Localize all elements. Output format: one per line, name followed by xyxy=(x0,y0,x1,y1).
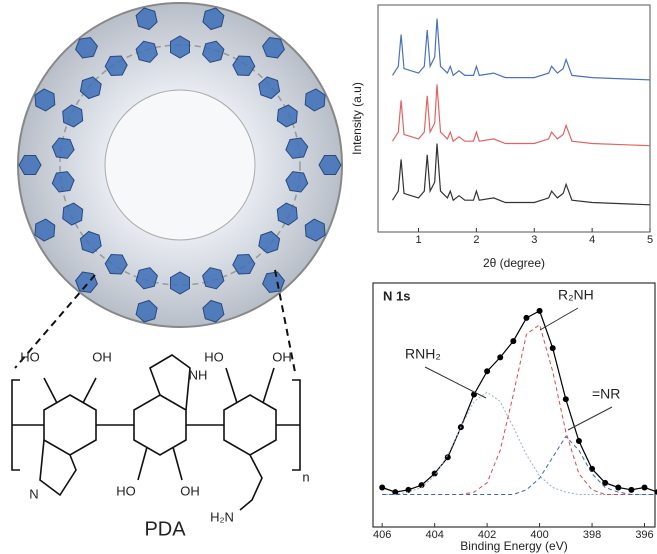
data-point xyxy=(523,314,530,321)
x-tick-label: 406 xyxy=(373,529,391,541)
x-tick-label: 5 xyxy=(647,234,653,246)
data-point xyxy=(536,307,543,314)
metal-cluster xyxy=(304,88,326,112)
peak-label: =NR xyxy=(592,386,620,402)
data-point xyxy=(510,338,517,345)
metal-cluster xyxy=(79,230,102,254)
metal-cluster xyxy=(285,137,309,159)
data-point xyxy=(444,454,451,461)
series-line xyxy=(391,143,651,206)
metal-cluster xyxy=(202,40,225,63)
metal-cluster xyxy=(318,155,342,175)
metal-cluster xyxy=(135,7,158,31)
metal-cluster xyxy=(62,202,84,226)
x-tick-label: 4 xyxy=(589,234,595,246)
metal-cluster xyxy=(34,218,56,242)
series-line xyxy=(382,310,657,493)
x-tick-label: 2 xyxy=(473,234,479,246)
metal-cluster xyxy=(202,299,225,323)
metal-cluster xyxy=(18,155,42,175)
metal-cluster xyxy=(170,271,190,295)
x-tick-label: 402 xyxy=(478,529,496,541)
series-line xyxy=(391,84,651,147)
atom-label: n xyxy=(302,469,309,484)
metal-cluster xyxy=(34,88,56,112)
zoom-lines xyxy=(14,269,296,373)
metal-cluster xyxy=(276,104,298,128)
metal-cluster xyxy=(51,137,75,159)
atom-label: NH xyxy=(189,367,208,382)
series-line xyxy=(391,18,651,81)
data-point xyxy=(628,486,635,493)
atom-label: OH xyxy=(180,483,200,498)
data-point xyxy=(484,368,491,375)
atom-label: OH xyxy=(272,349,292,364)
leader-line xyxy=(424,366,487,399)
data-point xyxy=(497,354,504,361)
metal-cluster xyxy=(285,171,309,193)
peak-label: R₂NH xyxy=(558,287,594,303)
peak-label: RNH₂ xyxy=(405,346,441,362)
x-tick-label: 396 xyxy=(635,529,653,541)
data-point xyxy=(602,479,609,486)
metal-cluster xyxy=(202,267,225,290)
leader-line xyxy=(539,307,579,331)
metal-cluster xyxy=(304,218,326,242)
metal-cluster xyxy=(135,299,158,323)
data-point xyxy=(379,484,386,491)
atom-label: OH xyxy=(92,349,112,364)
data-point xyxy=(615,484,622,491)
data-point xyxy=(575,438,582,445)
y-axis-label: Intensity (a.u) xyxy=(350,82,364,155)
metal-cluster xyxy=(202,7,225,31)
atom-label: N xyxy=(29,486,38,501)
pda-structure xyxy=(11,354,301,511)
data-point xyxy=(589,465,596,472)
metal-cluster xyxy=(232,55,256,77)
atom-label: HO xyxy=(20,349,40,364)
x-tick-label: 404 xyxy=(425,529,443,541)
series-line xyxy=(382,391,657,495)
data-point xyxy=(562,396,569,403)
x-tick-label: 1 xyxy=(415,234,421,246)
data-point xyxy=(654,489,657,496)
x-tick-label: 398 xyxy=(583,529,601,541)
metal-cluster xyxy=(75,36,98,59)
atom-label: H₂N xyxy=(210,509,234,524)
data-point xyxy=(392,489,399,496)
metal-cluster xyxy=(135,40,158,63)
metal-cluster xyxy=(62,104,84,128)
metal-cluster xyxy=(135,267,158,290)
chart-title: N 1s xyxy=(383,288,410,303)
metal-cluster xyxy=(258,230,281,254)
x-tick-label: 3 xyxy=(531,234,537,246)
data-point xyxy=(431,470,438,477)
x-axis-label: 2θ (degree) xyxy=(483,256,545,270)
series-line xyxy=(382,435,657,495)
metal-cluster xyxy=(51,171,75,193)
metal-cluster xyxy=(232,253,256,275)
metal-cluster xyxy=(104,55,128,77)
metal-cluster xyxy=(79,76,102,100)
mof-cage xyxy=(17,2,343,328)
metal-cluster xyxy=(170,35,190,59)
atom-label: HO xyxy=(204,349,224,364)
plot-frame xyxy=(377,4,651,233)
metal-cluster xyxy=(262,36,285,59)
metal-cluster xyxy=(276,202,298,226)
compound-name: PDA xyxy=(144,518,186,540)
metal-cluster xyxy=(258,76,281,100)
plot-frame xyxy=(372,282,656,528)
metal-cluster xyxy=(104,253,128,275)
x-axis-label: Binding Energy (eV) xyxy=(460,539,567,553)
x-tick-label: 400 xyxy=(530,529,548,541)
atom-label: HO xyxy=(116,483,136,498)
leader-line xyxy=(567,406,613,431)
data-point xyxy=(641,484,648,491)
data-point xyxy=(549,345,556,352)
data-point xyxy=(405,486,412,493)
